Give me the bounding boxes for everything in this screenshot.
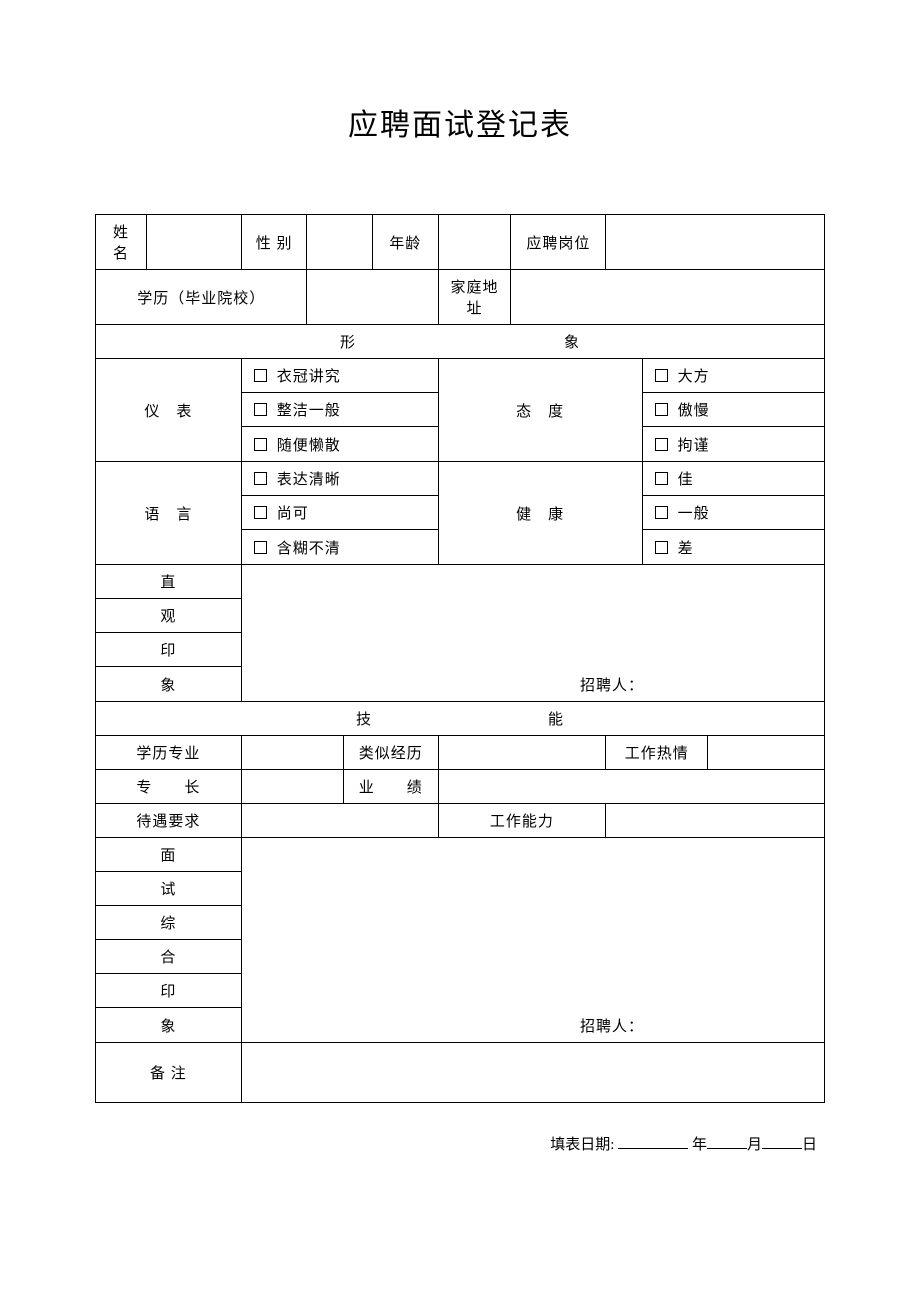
label-specialty: 专 长 xyxy=(96,770,242,804)
label-work-ability: 工作能力 xyxy=(438,804,606,838)
field-name[interactable] xyxy=(147,215,242,270)
options-language: 表达清晰 尚可 含糊不清 xyxy=(241,462,438,565)
checkbox-icon xyxy=(254,472,267,485)
field-home-address[interactable] xyxy=(511,270,825,325)
field-work-ability[interactable] xyxy=(606,804,825,838)
label-gender: 性 别 xyxy=(241,215,307,270)
field-performance[interactable] xyxy=(438,770,824,804)
form-title: 应聘面试登记表 xyxy=(95,100,825,144)
label-attitude: 态 度 xyxy=(438,359,642,462)
field-year[interactable] xyxy=(618,1133,688,1149)
field-similar-exp[interactable] xyxy=(438,736,606,770)
checkbox-icon xyxy=(254,369,267,382)
label-month: 月 xyxy=(747,1137,762,1153)
label-recruiter: 招聘人： xyxy=(580,678,644,694)
field-remarks[interactable] xyxy=(241,1043,824,1103)
field-education-major[interactable] xyxy=(241,736,343,770)
option-attitude-0[interactable]: 大方 xyxy=(643,359,824,393)
field-direct-impression[interactable]: 招聘人： xyxy=(241,565,824,702)
label-similar-exp: 类似经历 xyxy=(343,736,438,770)
field-salary-req[interactable] xyxy=(241,804,438,838)
option-health-0[interactable]: 佳 xyxy=(643,462,824,496)
field-education[interactable] xyxy=(307,270,438,325)
field-work-passion[interactable] xyxy=(708,736,825,770)
checkbox-icon xyxy=(655,369,668,382)
checkbox-icon xyxy=(655,403,668,416)
option-appearance-1[interactable]: 整洁一般 xyxy=(242,393,438,427)
checkbox-icon xyxy=(655,506,668,519)
section-header-skill: 技 能 xyxy=(96,702,825,736)
fill-date-line: 填表日期: 年 月 日 xyxy=(95,1133,825,1154)
label-home-address: 家庭地址 xyxy=(438,270,511,325)
label-health: 健 康 xyxy=(438,462,642,565)
section-header-appearance: 形 象 xyxy=(96,325,825,359)
option-attitude-2[interactable]: 拘谨 xyxy=(643,427,824,461)
option-language-1[interactable]: 尚可 xyxy=(242,496,438,530)
field-position[interactable] xyxy=(606,215,825,270)
registration-form-table: 姓 名 性 别 年龄 应聘岗位 学历（毕业院校） 家庭地址 形 象 仪 表 衣冠… xyxy=(95,214,825,1103)
label-education: 学历（毕业院校） xyxy=(96,270,307,325)
options-appearance: 衣冠讲究 整洁一般 随便懒散 xyxy=(241,359,438,462)
checkbox-icon xyxy=(655,541,668,554)
field-gender[interactable] xyxy=(307,215,373,270)
label-position: 应聘岗位 xyxy=(511,215,606,270)
option-appearance-2[interactable]: 随便懒散 xyxy=(242,427,438,461)
option-appearance-0[interactable]: 衣冠讲究 xyxy=(242,359,438,393)
label-age: 年龄 xyxy=(372,215,438,270)
label-education-major: 学历专业 xyxy=(96,736,242,770)
checkbox-icon xyxy=(655,438,668,451)
field-age[interactable] xyxy=(438,215,511,270)
field-interview-impression[interactable]: 招聘人： xyxy=(241,838,824,1043)
label-performance: 业 绩 xyxy=(343,770,438,804)
checkbox-icon xyxy=(254,541,267,554)
option-health-2[interactable]: 差 xyxy=(643,530,824,564)
label-day: 日 xyxy=(802,1137,817,1153)
checkbox-icon xyxy=(655,472,668,485)
field-day[interactable] xyxy=(762,1133,802,1149)
label-fill-date: 填表日期: xyxy=(550,1137,614,1153)
options-attitude: 大方 傲慢 拘谨 xyxy=(642,359,824,462)
options-health: 佳 一般 差 xyxy=(642,462,824,565)
checkbox-icon xyxy=(254,438,267,451)
label-direct-impression: 直 观 印 象 xyxy=(96,565,242,702)
label-work-passion: 工作热情 xyxy=(606,736,708,770)
option-language-0[interactable]: 表达清晰 xyxy=(242,462,438,496)
label-interview-impression: 面 试 综 合 印 象 xyxy=(96,838,242,1043)
label-recruiter-2: 招聘人： xyxy=(580,1019,644,1035)
label-remarks: 备 注 xyxy=(96,1043,242,1103)
label-name: 姓 名 xyxy=(96,215,147,270)
label-language: 语 言 xyxy=(96,462,242,565)
option-health-1[interactable]: 一般 xyxy=(643,496,824,530)
label-year: 年 xyxy=(692,1137,707,1153)
option-language-2[interactable]: 含糊不清 xyxy=(242,530,438,564)
label-salary-req: 待遇要求 xyxy=(96,804,242,838)
field-month[interactable] xyxy=(707,1133,747,1149)
option-attitude-1[interactable]: 傲慢 xyxy=(643,393,824,427)
checkbox-icon xyxy=(254,506,267,519)
field-specialty[interactable] xyxy=(241,770,343,804)
label-appearance: 仪 表 xyxy=(96,359,242,462)
checkbox-icon xyxy=(254,403,267,416)
